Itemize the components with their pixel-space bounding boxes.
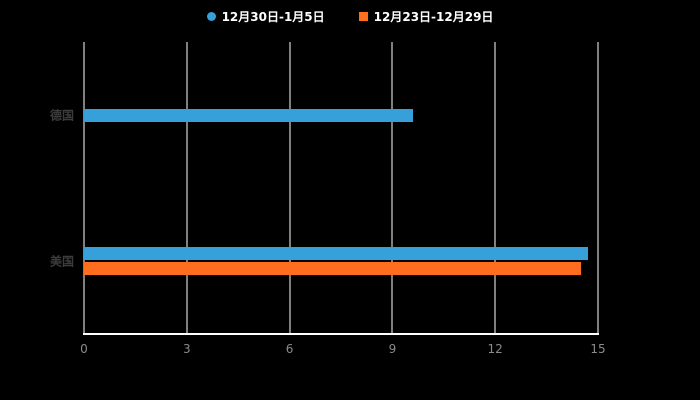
x-tick-label: 6 <box>285 342 294 356</box>
bar[interactable] <box>84 108 413 122</box>
gridline <box>494 42 496 334</box>
bar[interactable] <box>84 247 588 260</box>
category-band <box>84 42 598 188</box>
gridline <box>186 42 188 334</box>
gridline <box>83 42 85 334</box>
chart-legend: 12月30日-1月5日 12月23日-12月29日 <box>0 8 700 25</box>
y-axis-label: 德国 <box>49 108 74 123</box>
gridline <box>289 42 291 334</box>
x-tick-label: 15 <box>590 342 606 356</box>
legend-marker-icon <box>206 12 216 21</box>
x-tick-label: 9 <box>388 342 397 356</box>
legend-label: 12月30日-1月5日 <box>221 10 325 24</box>
category-band <box>84 188 598 334</box>
legend-label: 12月23日-12月29日 <box>373 10 494 24</box>
plot-area: 0 3 6 9 12 15 德国美国 <box>50 42 606 356</box>
x-tick-label: 12 <box>487 342 503 356</box>
bar[interactable] <box>84 262 581 275</box>
x-axis-line <box>83 333 599 335</box>
gridline <box>597 42 599 334</box>
x-tick-label: 0 <box>80 342 88 356</box>
legend-item[interactable]: 12月30日-1月5日 <box>206 8 325 25</box>
legend-item[interactable]: 12月23日-12月29日 <box>358 8 494 25</box>
gridline <box>391 42 393 334</box>
y-axis-label: 美国 <box>49 254 74 269</box>
x-tick-label: 3 <box>182 342 191 356</box>
legend-marker-icon <box>358 12 368 21</box>
